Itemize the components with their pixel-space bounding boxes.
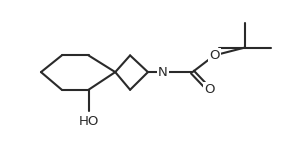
Text: O: O xyxy=(204,83,215,96)
Text: HO: HO xyxy=(78,115,99,128)
Text: O: O xyxy=(209,49,219,62)
Text: N: N xyxy=(158,66,168,79)
